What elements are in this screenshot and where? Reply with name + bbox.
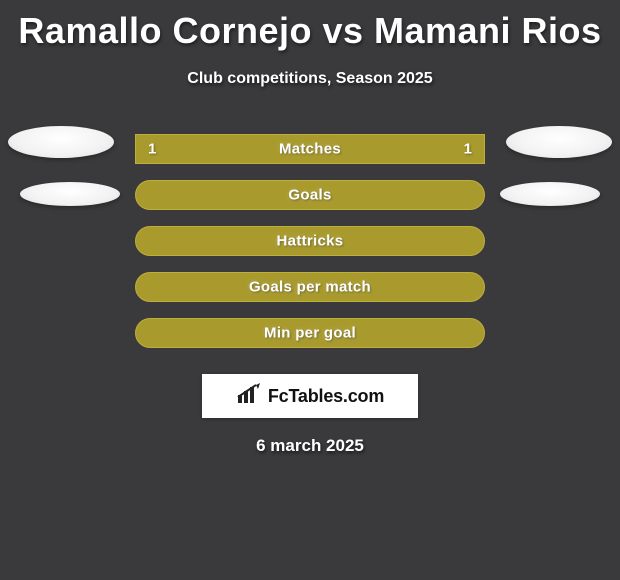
stat-row: Goals: [0, 172, 620, 218]
comparison-chart: 1 Matches 1 Goals Hattricks Goals per ma…: [0, 126, 620, 356]
logo-text: FcTables.com: [268, 386, 384, 407]
logo-chart-icon: [236, 383, 262, 410]
stat-label: Goals: [136, 187, 484, 204]
stat-row: Goals per match: [0, 264, 620, 310]
stat-label: Hattricks: [136, 233, 484, 250]
subtitle: Club competitions, Season 2025: [0, 70, 620, 88]
stat-bar-goals: Goals: [135, 180, 485, 210]
stat-bar-matches: 1 Matches 1: [135, 134, 485, 164]
stat-bar-min-per-goal: Min per goal: [135, 318, 485, 348]
logo-box: FcTables.com: [202, 374, 418, 418]
stat-label: Min per goal: [136, 325, 484, 342]
stat-row: 1 Matches 1: [0, 126, 620, 172]
stat-bar-hattricks: Hattricks: [135, 226, 485, 256]
stat-right-value: 1: [464, 141, 472, 158]
page-title: Ramallo Cornejo vs Mamani Rios: [0, 0, 620, 52]
stat-row: Min per goal: [0, 310, 620, 356]
stat-label: Matches: [136, 141, 484, 158]
stat-left-value: 1: [148, 141, 156, 158]
footer-date: 6 march 2025: [0, 436, 620, 456]
stat-label: Goals per match: [136, 279, 484, 296]
stat-bar-goals-per-match: Goals per match: [135, 272, 485, 302]
stat-row: Hattricks: [0, 218, 620, 264]
